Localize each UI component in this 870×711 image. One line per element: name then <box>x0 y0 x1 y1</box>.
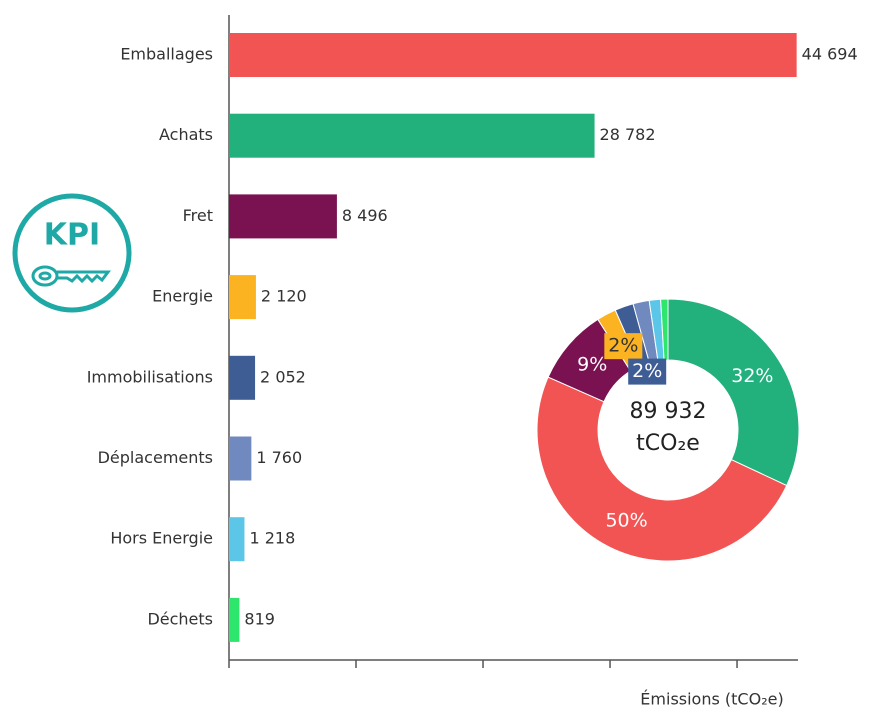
category-label: Déchets <box>147 609 213 628</box>
donut-slice <box>536 376 788 562</box>
donut-unit: tCO₂e <box>636 431 700 456</box>
bar <box>229 355 256 400</box>
category-label: Fret <box>183 206 213 225</box>
percent-label: 9% <box>577 353 607 375</box>
key-icon <box>31 265 111 287</box>
kpi-badge: KPI <box>12 193 132 313</box>
percent-label: 2% <box>632 360 662 382</box>
bar <box>229 275 256 320</box>
percent-label: 2% <box>608 335 638 357</box>
x-axis-label: Émissions (tCO₂e) <box>640 690 783 709</box>
label-box <box>628 358 667 385</box>
value-label: 1 218 <box>249 529 295 548</box>
category-label: Immobilisations <box>87 367 213 386</box>
category-label: Déplacements <box>98 448 213 467</box>
percent-label: 32% <box>731 365 773 387</box>
bar <box>229 597 240 642</box>
bar <box>229 436 252 481</box>
bar <box>229 194 337 239</box>
category-label: Achats <box>159 125 213 144</box>
value-label: 44 694 <box>802 45 858 64</box>
bar <box>229 33 797 77</box>
donut-total: 89 932 <box>630 399 707 424</box>
value-label: 2 120 <box>261 287 307 306</box>
bar <box>229 517 245 562</box>
donut-slice <box>667 298 800 487</box>
value-label: 1 760 <box>256 448 302 467</box>
value-label: 819 <box>244 609 275 628</box>
badge-ring <box>12 193 132 313</box>
category-label: Energie <box>152 287 213 306</box>
value-label: 2 052 <box>260 367 306 386</box>
category-label: Hors Energie <box>110 529 213 548</box>
percent-label: 50% <box>605 510 647 532</box>
bar <box>229 113 595 158</box>
label-box <box>604 333 643 360</box>
value-label: 8 496 <box>342 206 388 225</box>
value-label: 28 782 <box>600 125 656 144</box>
category-label: Emballages <box>120 45 213 64</box>
badge-text: KPI <box>44 218 100 253</box>
